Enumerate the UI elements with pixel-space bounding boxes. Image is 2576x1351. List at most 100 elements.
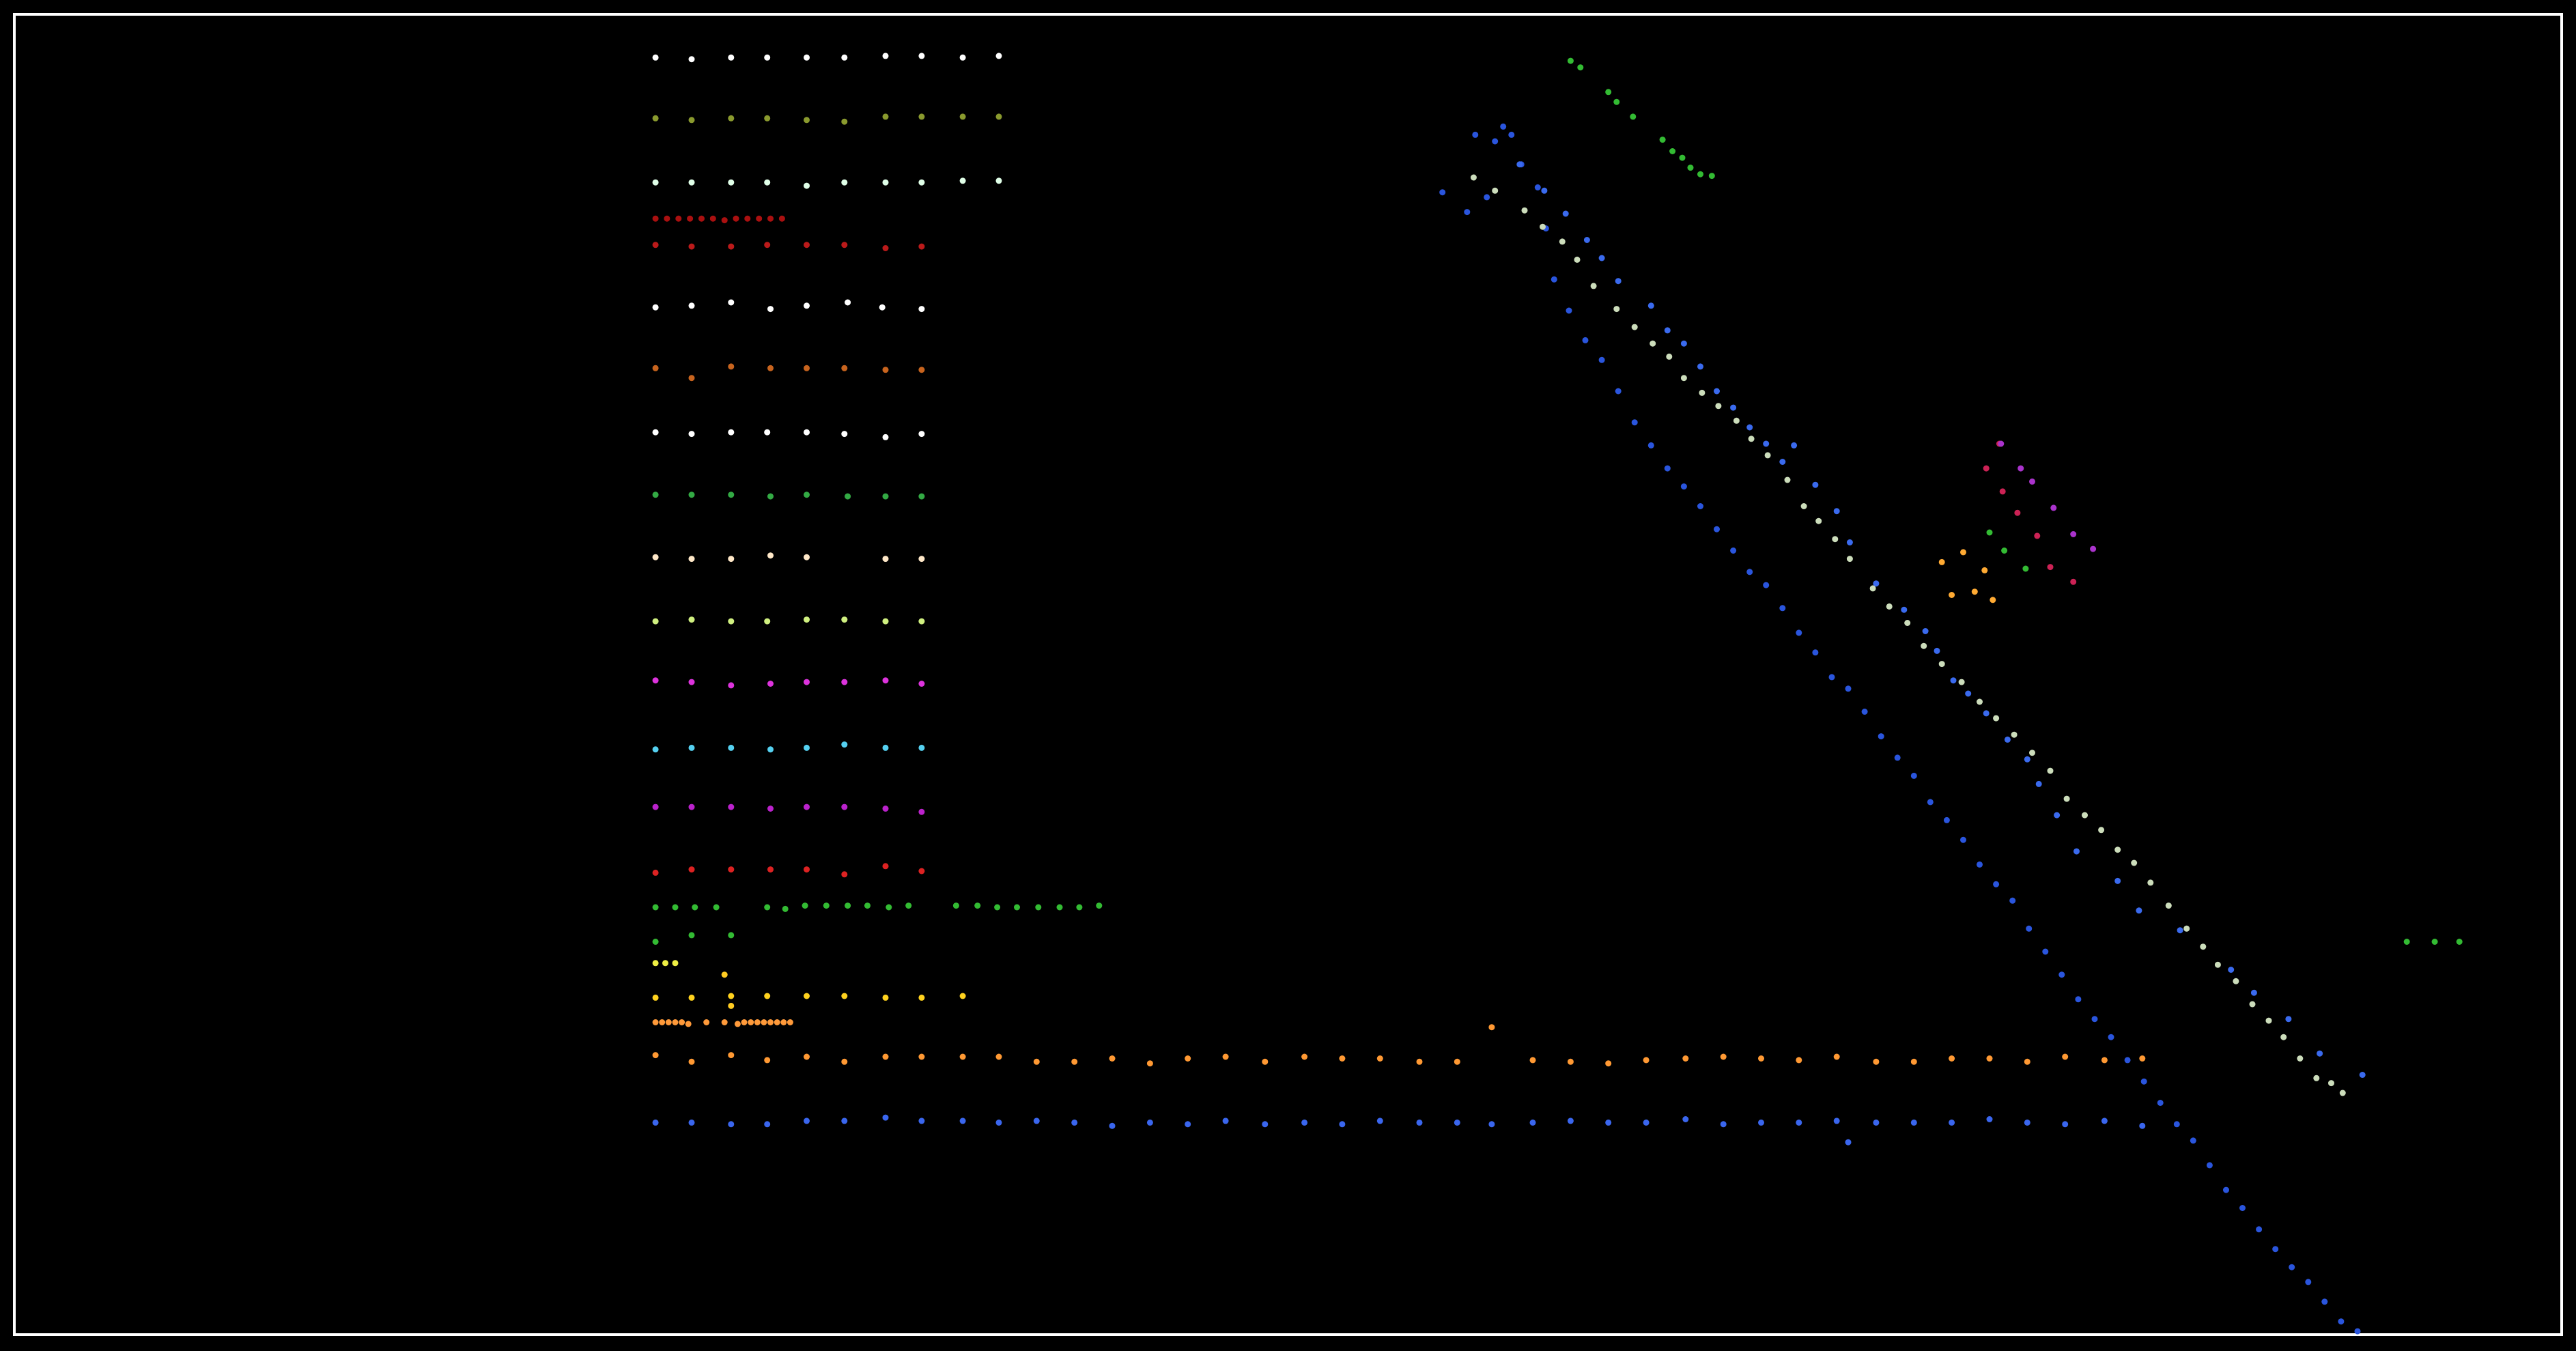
- data-point: [864, 902, 871, 909]
- data-point: [733, 215, 739, 222]
- series-26: [1567, 57, 1715, 180]
- data-point: [1873, 580, 1880, 587]
- data-point: [1222, 1053, 1229, 1060]
- data-point: [1697, 171, 1703, 177]
- data-point: [688, 994, 695, 1001]
- data-point: [1185, 1055, 1191, 1062]
- data-point: [2004, 736, 2011, 743]
- series-12: [652, 741, 925, 753]
- data-point: [1582, 337, 1589, 343]
- data-point: [728, 1121, 735, 1128]
- data-point: [959, 1053, 966, 1060]
- data-point: [728, 179, 735, 186]
- data-point: [841, 679, 848, 685]
- data-point: [1521, 207, 1528, 214]
- data-point: [1567, 1118, 1574, 1124]
- data-point: [721, 217, 728, 224]
- data-point: [1779, 605, 1786, 612]
- data-point: [1583, 237, 1590, 243]
- data-point: [1534, 184, 1541, 190]
- data-point: [687, 215, 694, 222]
- data-point: [764, 429, 771, 436]
- data-point: [882, 367, 889, 373]
- data-point: [1938, 558, 1945, 565]
- data-point: [2114, 847, 2121, 853]
- data-point: [2131, 859, 2138, 866]
- series-16: [652, 932, 735, 945]
- data-point: [1643, 1119, 1650, 1126]
- series-13: [652, 804, 925, 815]
- data-point: [1730, 547, 1737, 554]
- data-point: [2328, 1080, 2334, 1087]
- data-point: [2305, 1279, 2312, 1285]
- data-point: [764, 179, 771, 186]
- data-point: [1812, 481, 1819, 488]
- data-point: [882, 433, 889, 440]
- data-point: [1301, 1119, 1308, 1126]
- data-point: [2256, 1226, 2263, 1233]
- data-point: [2108, 1034, 2114, 1040]
- data-point: [2054, 812, 2061, 819]
- data-point: [688, 302, 695, 309]
- data-point: [764, 904, 771, 911]
- data-point: [882, 53, 889, 59]
- data-point: [1720, 1053, 1727, 1060]
- data-point: [1938, 661, 1945, 668]
- data-point: [652, 904, 659, 911]
- data-point: [1990, 597, 1996, 603]
- data-point: [2091, 1016, 2098, 1023]
- data-point: [728, 866, 735, 873]
- data-point: [1687, 165, 1694, 171]
- data-point: [2280, 1034, 2287, 1040]
- data-point: [1949, 592, 1955, 598]
- data-point: [918, 306, 925, 313]
- data-point: [764, 993, 771, 999]
- data-point: [1730, 404, 1737, 411]
- data-point: [2214, 961, 2221, 968]
- data-point: [2239, 1205, 2246, 1211]
- data-point: [2431, 939, 2438, 945]
- data-point: [2024, 1119, 2030, 1126]
- data-point: [804, 616, 810, 623]
- data-point: [782, 905, 789, 912]
- data-point: [1986, 529, 1993, 536]
- data-point: [804, 1053, 810, 1060]
- series-17: [652, 960, 679, 967]
- data-point: [721, 971, 728, 978]
- data-point: [744, 215, 751, 222]
- data-point: [2228, 967, 2235, 973]
- data-point: [2321, 1298, 2328, 1305]
- data-point: [1664, 465, 1671, 472]
- data-point: [1076, 904, 1083, 911]
- data-point: [2047, 767, 2054, 774]
- data-point: [1846, 556, 1853, 563]
- data-point: [1516, 161, 1523, 168]
- data-point: [1748, 436, 1755, 442]
- data-point: [1541, 187, 1548, 194]
- data-point: [748, 1019, 754, 1025]
- data-point: [1998, 440, 2005, 447]
- data-point: [1886, 603, 1893, 610]
- data-point: [959, 113, 966, 120]
- data-point: [1146, 1119, 1153, 1126]
- data-point: [2456, 939, 2463, 945]
- data-point: [787, 1019, 793, 1025]
- data-point: [2011, 731, 2018, 738]
- data-point: [1894, 754, 1901, 761]
- data-point: [995, 1119, 1002, 1126]
- data-point: [959, 54, 966, 61]
- data-point: [1454, 1119, 1460, 1126]
- data-point: [688, 1058, 695, 1065]
- data-point: [1960, 836, 1966, 843]
- data-point: [1615, 278, 1622, 285]
- data-point: [1699, 389, 1705, 396]
- data-point: [1720, 1121, 1727, 1128]
- data-point: [721, 1019, 728, 1025]
- data-point: [1977, 698, 1983, 705]
- data-point: [1615, 388, 1622, 395]
- data-point: [728, 1052, 735, 1059]
- data-point: [652, 54, 659, 61]
- data-point: [675, 215, 682, 222]
- data-point: [659, 1019, 666, 1025]
- data-point: [2403, 939, 2410, 945]
